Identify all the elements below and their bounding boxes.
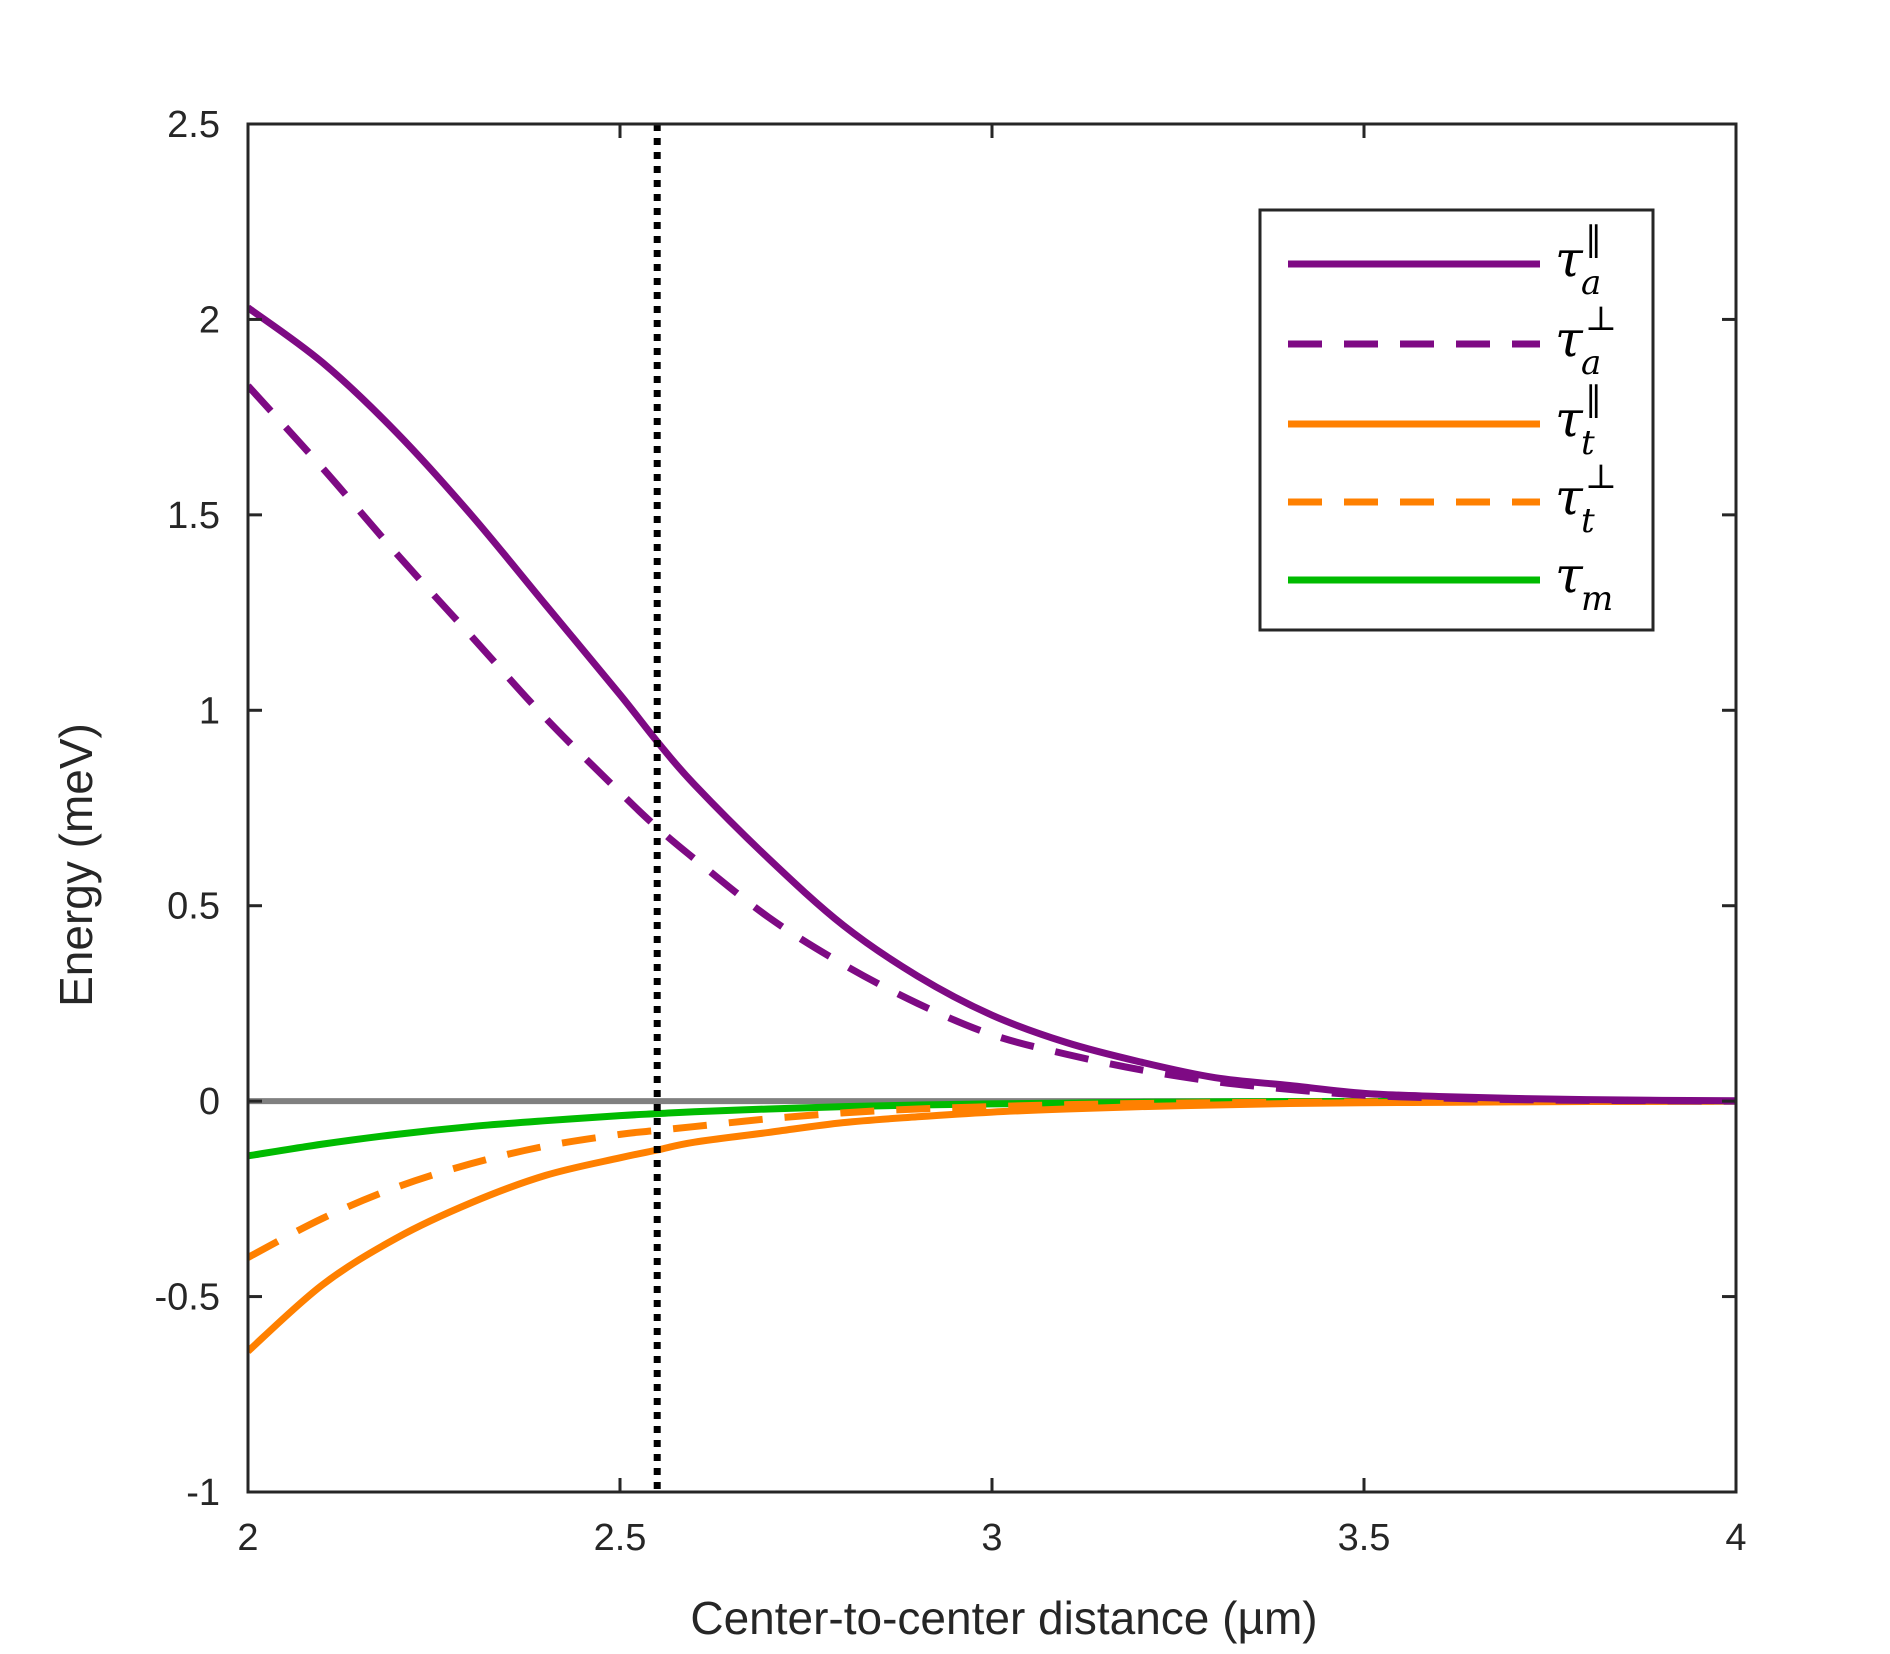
legend-superscript: ⊥: [1585, 457, 1617, 497]
legend-superscript: ‖: [1585, 379, 1602, 419]
legend-label-tau-a-parallel: τ: [1555, 230, 1584, 288]
legend-superscript: ‖: [1585, 219, 1602, 259]
legend-subscript: a: [1581, 263, 1601, 303]
data-group: [248, 124, 1736, 1492]
axes: 2 2.5 3 3.5 4 -1 -0.5 0 0.5 1 1.5 2 2.5: [155, 104, 1747, 1559]
x-tick-label: 4: [1725, 1517, 1746, 1559]
x-tick-label: 3: [981, 1517, 1002, 1559]
legend-label-tau-t-parallel: τ: [1555, 390, 1584, 448]
legend-subscript: m: [1581, 579, 1613, 619]
legend-label-tau-t-perp: τ: [1555, 468, 1584, 526]
x-tick-label: 2.5: [594, 1517, 647, 1559]
legend-subscript: a: [1581, 343, 1601, 383]
legend-label-tau-a-perp: τ: [1555, 310, 1584, 368]
legend-label-tau-m: τ: [1555, 546, 1584, 604]
y-tick-label: 0: [199, 1081, 220, 1123]
x-tick-label: 3.5: [1338, 1517, 1391, 1559]
series-line-tau-a-parallel: [248, 304, 1736, 1105]
legend-subscript: t: [1581, 501, 1595, 541]
x-axis-label: Center-to-center distance (µm): [690, 1592, 1317, 1644]
y-tick-label: 1: [199, 690, 220, 732]
legend-superscript: ⊥: [1585, 299, 1617, 339]
legend: τa‖τa⊥τt‖τt⊥τm: [1258, 208, 1655, 632]
plot-area: [248, 124, 1736, 1492]
y-tick-label: 0.5: [167, 886, 220, 928]
y-axis-label: Energy (meV): [50, 723, 102, 1007]
y-tick-label: -0.5: [155, 1277, 220, 1319]
y-tick-label: 2.5: [167, 104, 220, 146]
x-tick-label: 2: [237, 1517, 258, 1559]
legend-subscript: t: [1581, 423, 1595, 463]
y-tick-label: -1: [186, 1472, 220, 1514]
y-tick-label: 1.5: [167, 495, 220, 537]
y-tick-label: 2: [199, 299, 220, 341]
legend-box: [1258, 208, 1655, 632]
